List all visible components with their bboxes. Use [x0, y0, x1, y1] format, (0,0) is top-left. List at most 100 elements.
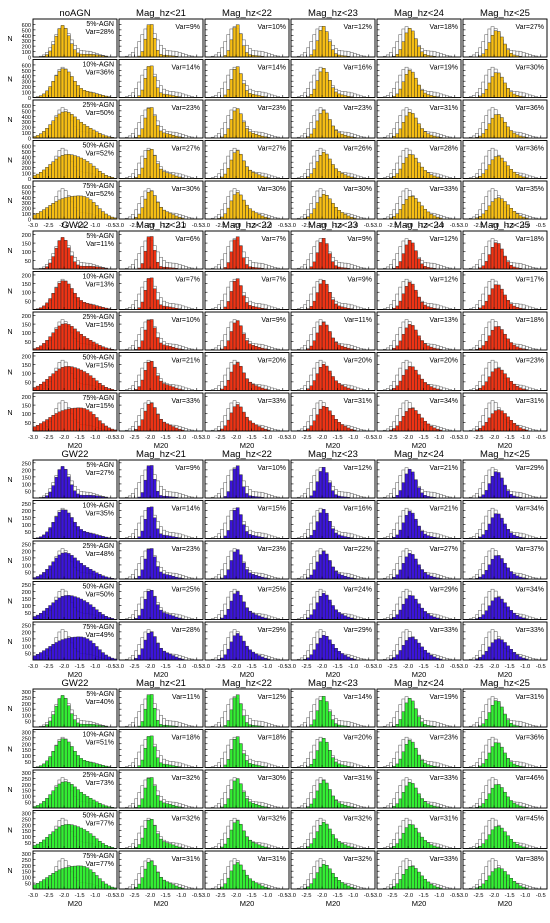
- filled-bar: [411, 471, 415, 499]
- filled-bar: [85, 303, 90, 310]
- y-axis-label: N: [7, 518, 12, 525]
- filled-bar: [104, 213, 108, 220]
- filled-bar: [404, 327, 409, 351]
- agn-fraction-label: 5%-AGN: [86, 21, 114, 28]
- filled-bar: [325, 636, 329, 661]
- filled-bar: [76, 264, 80, 270]
- filled-bar: [493, 72, 498, 98]
- histogram-panel: Var=18%: [376, 18, 462, 58]
- filled-bar: [171, 615, 176, 620]
- column-title: Mag_hz<22: [222, 220, 272, 231]
- filled-bar: [318, 367, 323, 391]
- filled-bar: [487, 164, 492, 179]
- y-tick-label: 100: [22, 291, 31, 297]
- column-title: Mag_hz<21: [136, 8, 186, 19]
- panel-border: [32, 140, 118, 179]
- y-tick-label: 150: [22, 475, 31, 481]
- block-title: noAGN: [59, 8, 90, 19]
- outline-bar: [303, 133, 307, 139]
- filled-bar: [98, 171, 102, 179]
- variance-label: Var=24%: [344, 587, 372, 594]
- filled-bar: [45, 531, 49, 539]
- filled-bar: [321, 238, 326, 270]
- outline-bar: [134, 488, 138, 499]
- filled-bar: [331, 644, 335, 661]
- filled-bar: [242, 121, 246, 139]
- filled-bar: [63, 323, 68, 351]
- filled-bar: [159, 419, 163, 432]
- filled-bar: [321, 406, 326, 432]
- filled-bar: [328, 560, 332, 580]
- filled-bar: [506, 300, 510, 310]
- y-tick-label: 600: [22, 63, 31, 69]
- outline-bar: [524, 265, 529, 270]
- outline-bar: [475, 92, 479, 98]
- variance-label: Var=10%: [172, 317, 200, 324]
- filled-bar: [257, 214, 262, 220]
- filled-bar: [340, 133, 345, 139]
- filled-bar: [500, 517, 504, 539]
- filled-bar: [411, 325, 415, 351]
- variance-label: Var=27%: [258, 146, 286, 153]
- panel-border: [376, 59, 462, 98]
- filled-bar: [312, 609, 317, 620]
- histogram-panel: Var=14%: [118, 59, 204, 98]
- histogram-panel: Var=7%: [204, 271, 290, 310]
- filled-bar: [153, 155, 157, 179]
- x-tick-label: -2.5: [388, 435, 398, 441]
- filled-bar: [417, 123, 421, 139]
- filled-bar: [414, 558, 418, 580]
- filled-bar: [79, 369, 83, 391]
- filled-bar: [174, 215, 179, 220]
- panel-border: [376, 180, 462, 220]
- filled-bar: [318, 596, 323, 620]
- outline-bar: [137, 482, 142, 499]
- y-tick-label: 600: [22, 104, 31, 110]
- filled-bar: [107, 656, 111, 661]
- x-tick-label: -3.0: [28, 435, 38, 441]
- histogram-panel: Var=14%: [118, 500, 204, 539]
- filled-bar: [63, 509, 68, 539]
- filled-bar: [512, 93, 517, 98]
- filled-bar: [98, 649, 102, 661]
- outline-bar: [137, 522, 142, 539]
- filled-bar: [315, 202, 320, 220]
- filled-bar: [315, 292, 320, 310]
- filled-bar: [490, 329, 495, 351]
- filled-bar: [414, 117, 418, 139]
- histogram-panel: Var=7%: [204, 230, 290, 270]
- filled-bar: [73, 367, 77, 391]
- variance-label: Var=49%: [86, 632, 114, 639]
- outline-bar: [475, 52, 479, 58]
- filled-bar: [42, 381, 46, 391]
- histogram-panel: Var=21%: [376, 459, 462, 499]
- filled-bar: [398, 209, 403, 220]
- filled-bar: [104, 654, 108, 661]
- filled-bar: [500, 248, 504, 270]
- filled-bar: [404, 369, 409, 391]
- filled-bar: [429, 615, 434, 620]
- y-tick-label: 200: [22, 354, 31, 360]
- histogram-panel: Var=9%: [118, 18, 204, 58]
- outline-bar: [266, 534, 271, 539]
- outline-bar: [389, 574, 393, 580]
- filled-bar: [423, 131, 427, 139]
- variance-label: Var=23%: [172, 105, 200, 112]
- filled-bar: [404, 115, 409, 139]
- block-title: GW22: [62, 449, 89, 460]
- outline-bar: [134, 300, 138, 310]
- filled-bar: [156, 163, 160, 179]
- outline-bar: [475, 533, 479, 539]
- filled-bar: [137, 575, 141, 580]
- filled-bar: [318, 283, 323, 310]
- filled-bar: [315, 161, 320, 179]
- filled-bar: [407, 70, 412, 98]
- filled-bar: [245, 645, 249, 661]
- filled-bar: [60, 596, 65, 620]
- filled-bar: [337, 171, 341, 179]
- filled-bar: [484, 261, 489, 270]
- filled-bar: [79, 407, 83, 432]
- filled-bar: [174, 656, 179, 661]
- block-title: GW22: [62, 220, 89, 231]
